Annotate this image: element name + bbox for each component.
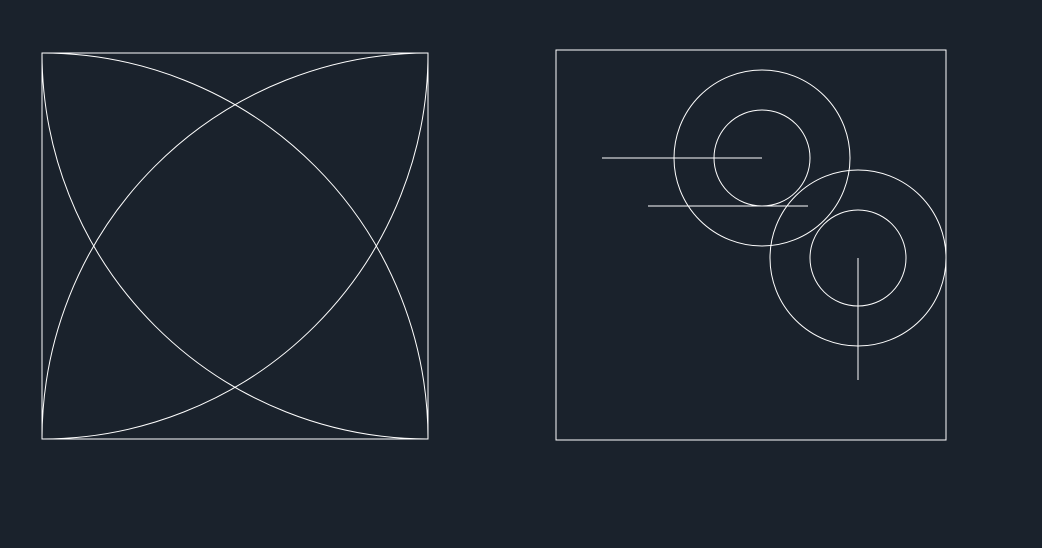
cad-drawing-canvas	[0, 0, 1042, 548]
circles-figure	[556, 50, 946, 440]
petal-pattern	[42, 53, 428, 439]
